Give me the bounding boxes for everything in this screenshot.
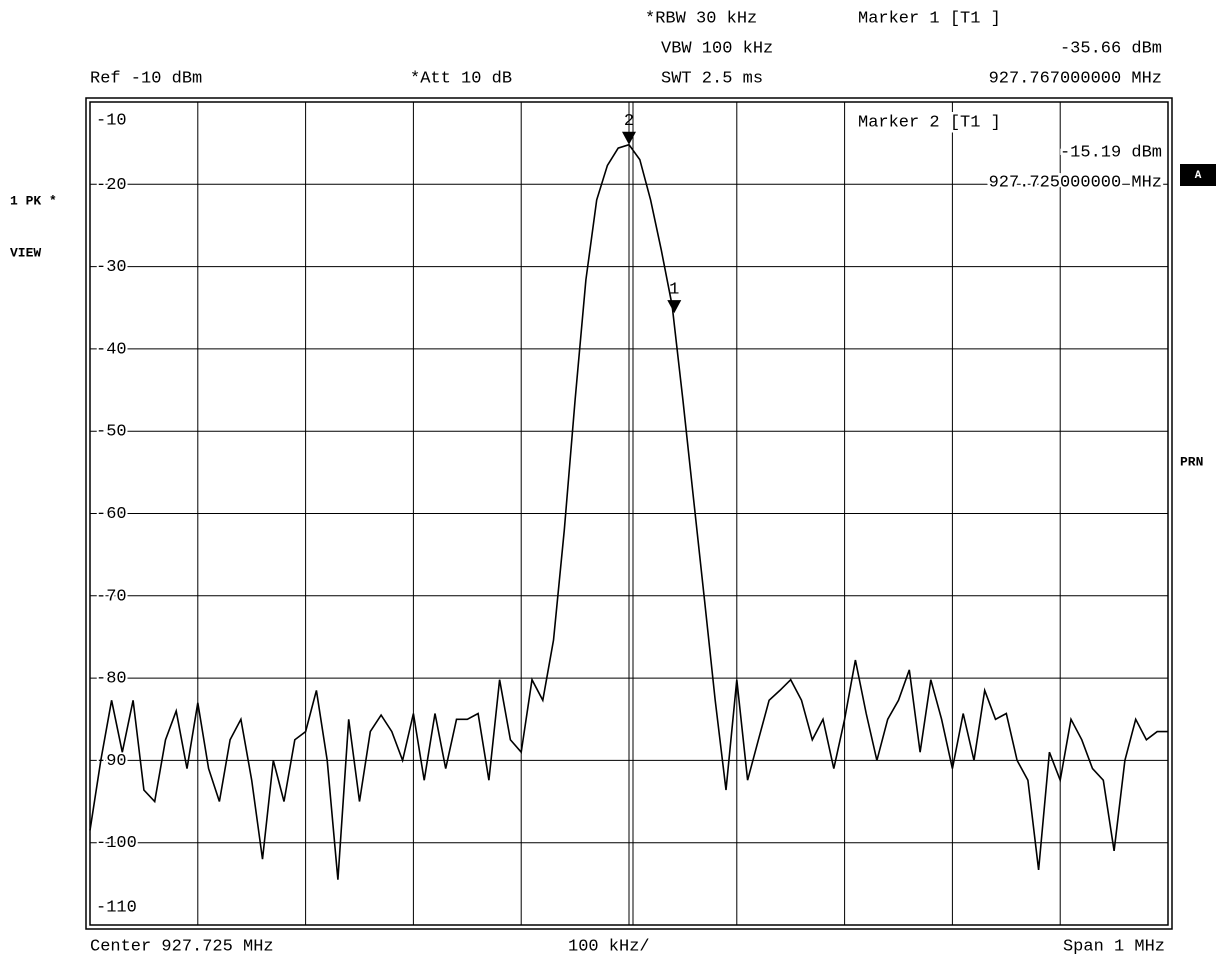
- rbw: *RBW 30 kHz: [645, 9, 757, 28]
- y-tick-label: -80: [96, 670, 127, 689]
- marker: [622, 131, 636, 145]
- vbw: VBW 100 kHz: [661, 39, 773, 58]
- a-badge: [1180, 164, 1216, 186]
- marker: [667, 300, 682, 314]
- marker-title: Marker 1 [T1 ]: [858, 9, 1001, 28]
- marker-freq: 927.767000000 MHz: [989, 69, 1162, 88]
- attenuation: *Att 10 dB: [410, 69, 512, 88]
- center-freq: Center 927.725 MHz: [90, 937, 274, 956]
- marker-title: Marker 2 [T1 ]: [858, 113, 1001, 132]
- trace-mode: 1 PK *: [10, 193, 57, 208]
- marker-number: 2: [624, 112, 634, 131]
- prn-label: PRN: [1180, 454, 1203, 469]
- marker-level: -35.66 dBm: [1060, 39, 1162, 58]
- swt: SWT 2.5 ms: [661, 69, 763, 88]
- marker-number: 1: [669, 281, 679, 300]
- div-freq: 100 kHz/: [568, 937, 650, 956]
- y-tick-label: -60: [96, 505, 127, 524]
- y-tick-label: -30: [96, 258, 127, 277]
- y-tick-label: -20: [96, 176, 127, 195]
- y-tick-label: -50: [96, 423, 127, 442]
- outer-frame: [85, 97, 1173, 930]
- y-tick-label: -10: [96, 111, 127, 130]
- marker-freq: 927.725000000 MHz: [989, 173, 1162, 192]
- span: Span 1 MHz: [1063, 937, 1165, 956]
- y-tick-label: -70: [96, 587, 127, 606]
- a-label: A: [1195, 170, 1202, 182]
- y-tick-label: -90: [96, 752, 127, 771]
- y-tick-label: -40: [96, 340, 127, 359]
- ref-level: Ref -10 dBm: [90, 69, 202, 88]
- y-tick-label: -110: [96, 898, 137, 917]
- view-mode: VIEW: [10, 245, 41, 260]
- y-tick-label: -100: [96, 834, 137, 853]
- marker-level: -15.19 dBm: [1060, 143, 1162, 162]
